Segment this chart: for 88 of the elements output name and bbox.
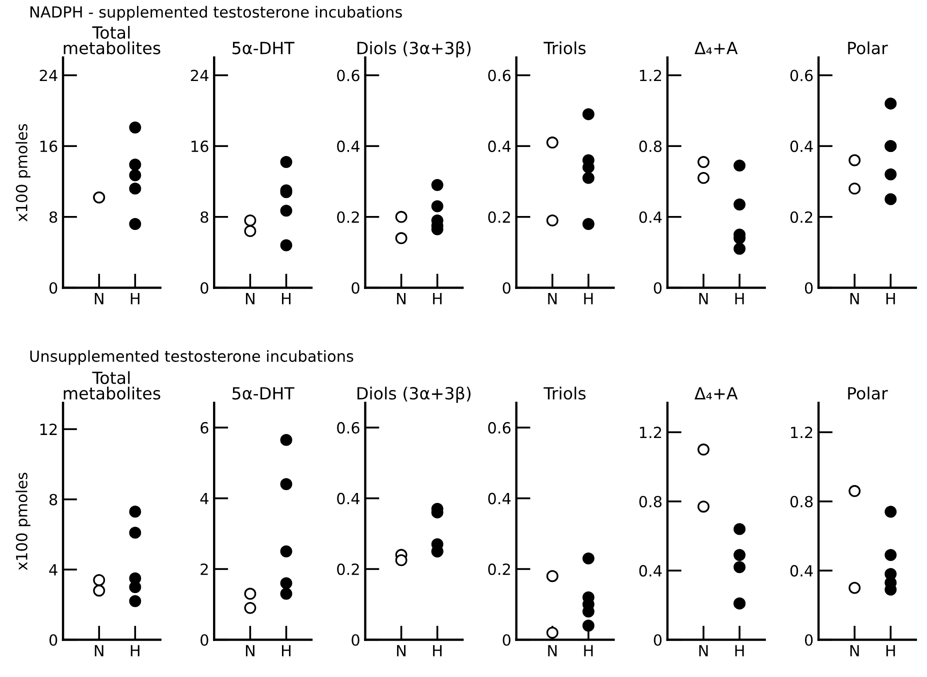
y-tick-label: 0.4 — [337, 140, 360, 152]
y-tick-label: 24 — [190, 70, 208, 82]
y-tick-label: 1.2 — [640, 426, 662, 438]
y-tick-label: 8 — [200, 211, 208, 223]
x-tick-label: H — [433, 645, 442, 656]
x-tick-label: H — [130, 293, 140, 304]
y-tick-label: 0 — [352, 282, 360, 294]
chart-title: Polar — [848, 41, 888, 54]
y-tick-label: 0.6 — [488, 70, 511, 82]
y-tick-label: 0 — [804, 282, 813, 294]
y-tick-label: 0.6 — [488, 422, 511, 434]
y-tick-label: 16 — [192, 140, 208, 152]
x-tick-label: H — [735, 293, 744, 304]
y-tick-label: 4 — [200, 492, 208, 504]
y-tick-label: 0 — [352, 634, 360, 646]
x-tick-label: H — [130, 645, 140, 656]
y-tick-label: 0 — [804, 634, 813, 646]
x-tick-label: N — [699, 645, 708, 656]
x-tick-label: H — [735, 645, 744, 656]
y-tick-label: 0 — [654, 282, 662, 294]
text: Unsupplemented testosterone incubations — [30, 350, 354, 365]
chart-title: Δ₄+A — [694, 387, 738, 400]
y-tick-label: 0.4 — [790, 140, 813, 152]
chart-title: Total metabolites — [64, 371, 160, 400]
y-tick-label: 0.2 — [488, 564, 510, 576]
chart-title: Triols — [544, 41, 586, 54]
y-tick-label: 0 — [49, 282, 58, 294]
y-tick-label: 0 — [654, 634, 662, 646]
x-tick-label: H — [886, 293, 895, 304]
chart-title: Diols (3α+3β) — [358, 386, 471, 403]
x-tick-label: N — [246, 293, 254, 304]
y-tick-label: 0 — [502, 634, 510, 646]
y-tick-label: 0.4 — [639, 211, 662, 223]
y-tick-label: 0.2 — [337, 211, 359, 223]
y-axis-title: x100 pmoles — [16, 124, 30, 222]
y-tick-label: 0.2 — [337, 564, 359, 576]
x-tick-label: N — [699, 293, 708, 304]
y-axis-title: x100 pmoles — [16, 472, 30, 570]
x-tick-label: N — [850, 645, 859, 656]
chart-title: Total metabolites — [64, 26, 160, 54]
x-tick-label: N — [94, 293, 104, 304]
x-tick-label: H — [433, 293, 442, 304]
chart-title: Polar — [848, 386, 888, 400]
y-tick-label: 0.6 — [337, 70, 360, 82]
y-tick-label: 0.6 — [337, 422, 360, 434]
chart-title: 5α-DHT — [232, 387, 294, 400]
y-tick-label: 1.2 — [640, 70, 662, 82]
y-tick-label: 0.8 — [639, 140, 662, 152]
y-tick-label: 0 — [502, 282, 510, 294]
y-tick-label: 0.4 — [488, 492, 511, 504]
y-tick-label: 0 — [200, 282, 208, 294]
x-tick-label: H — [886, 645, 895, 656]
y-tick-label: 1.2 — [791, 426, 812, 438]
chart-title: Triols — [544, 386, 586, 400]
y-tick-label: 6 — [200, 422, 208, 434]
x-tick-label: H — [282, 293, 290, 304]
chart-title: Diols (3α+3β) — [358, 41, 471, 58]
y-tick-label: 0 — [200, 634, 208, 646]
y-tick-label: 0 — [49, 634, 58, 646]
x-tick-label: H — [584, 645, 593, 656]
y-tick-label: 0.4 — [337, 492, 360, 504]
y-tick-label: 0.8 — [790, 496, 813, 508]
y-tick-label: 24 — [40, 70, 58, 82]
y-tick-label: 0.2 — [790, 211, 812, 223]
x-tick-label: N — [548, 645, 557, 656]
y-tick-label: 12 — [40, 424, 57, 435]
y-tick-label: 0.8 — [639, 496, 662, 508]
x-tick-label: N — [397, 645, 406, 656]
y-tick-label: 0.2 — [488, 211, 510, 223]
y-tick-label: 8 — [49, 211, 58, 223]
y-tick-label: 4 — [49, 564, 58, 576]
chart-title: 5α-DHT — [232, 42, 294, 54]
text: NADPH - supplemented testosterone incubations — [30, 6, 402, 21]
x-tick-label: N — [94, 645, 104, 656]
chart-title: Δ₄+A — [694, 42, 738, 54]
x-tick-label: N — [246, 645, 254, 656]
x-tick-label: N — [548, 293, 557, 304]
x-tick-label: N — [850, 293, 859, 304]
y-tick-label: 0.4 — [639, 565, 662, 577]
y-tick-label: 8 — [49, 494, 58, 506]
y-tick-label: 0.4 — [488, 140, 511, 152]
y-tick-label: 0.4 — [790, 565, 813, 577]
y-tick-label: 2 — [200, 564, 208, 575]
x-tick-label: H — [282, 645, 290, 656]
y-tick-label: 0.6 — [790, 70, 813, 82]
x-tick-label: H — [584, 293, 593, 304]
x-tick-label: N — [397, 293, 406, 304]
y-tick-label: 16 — [40, 140, 58, 152]
